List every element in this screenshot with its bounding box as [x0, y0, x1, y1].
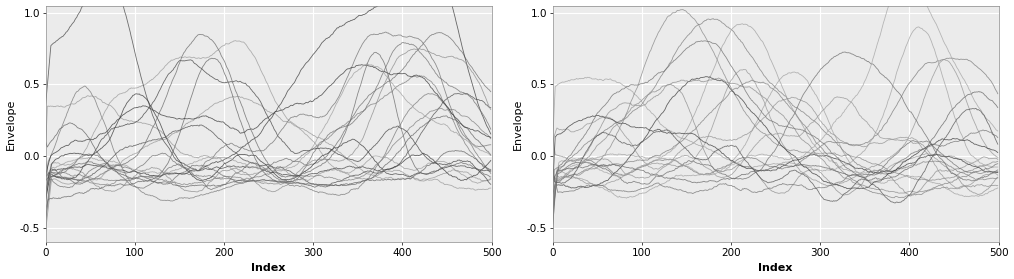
Y-axis label: Envelope: Envelope — [512, 98, 522, 150]
X-axis label: Index: Index — [251, 263, 286, 273]
X-axis label: Index: Index — [758, 263, 793, 273]
Y-axis label: Envelope: Envelope — [5, 98, 15, 150]
